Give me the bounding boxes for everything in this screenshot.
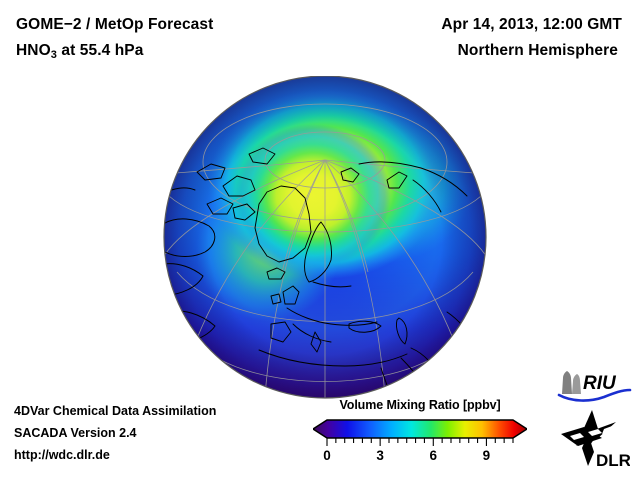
graticule-parallels — [168, 103, 482, 382]
instrument-title: GOME−2 / MetOp Forecast — [16, 16, 214, 33]
datetime-label: Apr 14, 2013, 12:00 GMT — [441, 16, 622, 33]
colorbar-tick-label: 6 — [430, 448, 438, 462]
colorbar-svg: 0 3 6 9 — [313, 419, 527, 462]
species-pressure: at 55.4 hPa — [56, 42, 144, 59]
colorbar-tick-label: 0 — [323, 448, 331, 462]
credit-method: 4DVar Chemical Data Assimilation — [14, 404, 217, 418]
riu-logo: RIU — [557, 371, 632, 402]
colorbar-tick-label: 3 — [376, 448, 384, 462]
dlr-logo: DLR — [561, 410, 630, 470]
globe-svg — [163, 76, 487, 399]
riu-towers-icon — [562, 371, 581, 394]
dlr-mark-cutouts — [570, 426, 612, 440]
globe-map — [163, 76, 487, 400]
species-title: HNO3 at 55.4 hPa — [16, 38, 213, 65]
colorbar-bar — [313, 419, 527, 439]
graticule — [164, 103, 486, 398]
logo-block: RIU DLR — [552, 368, 636, 474]
colorbar-block: Volume Mixing Ratio [ppbv] 0 3 6 9 — [313, 398, 527, 462]
credit-version: SACADA Version 2.4 — [14, 426, 137, 440]
region-label: Northern Hemisphere — [457, 42, 618, 59]
riu-wordmark: RIU — [583, 373, 617, 394]
globe-field — [164, 76, 486, 398]
header-left: GOME−2 / MetOp Forecast HNO3 at 55.4 hPa — [16, 12, 213, 65]
species-subscript: 3 — [50, 49, 57, 61]
credit-url: http://wdc.dlr.de — [14, 448, 110, 462]
colorbar-title: Volume Mixing Ratio [ppbv] — [339, 398, 501, 412]
credits-block: 4DVar Chemical Data Assimilation SACADA … — [14, 400, 216, 466]
header-right: Apr 14, 2013, 12:00 GMT Northern Hemisph… — [441, 12, 622, 64]
globe-limb — [163, 76, 487, 399]
species-formula: HNO — [16, 42, 51, 59]
dlr-wordmark: DLR — [596, 451, 630, 470]
colorbar-ticks — [326, 438, 514, 446]
colorbar-tick-label: 9 — [483, 448, 491, 462]
colorbar-tick-labels: 0 3 6 9 — [323, 448, 490, 462]
riu-wave-icon — [557, 388, 632, 402]
